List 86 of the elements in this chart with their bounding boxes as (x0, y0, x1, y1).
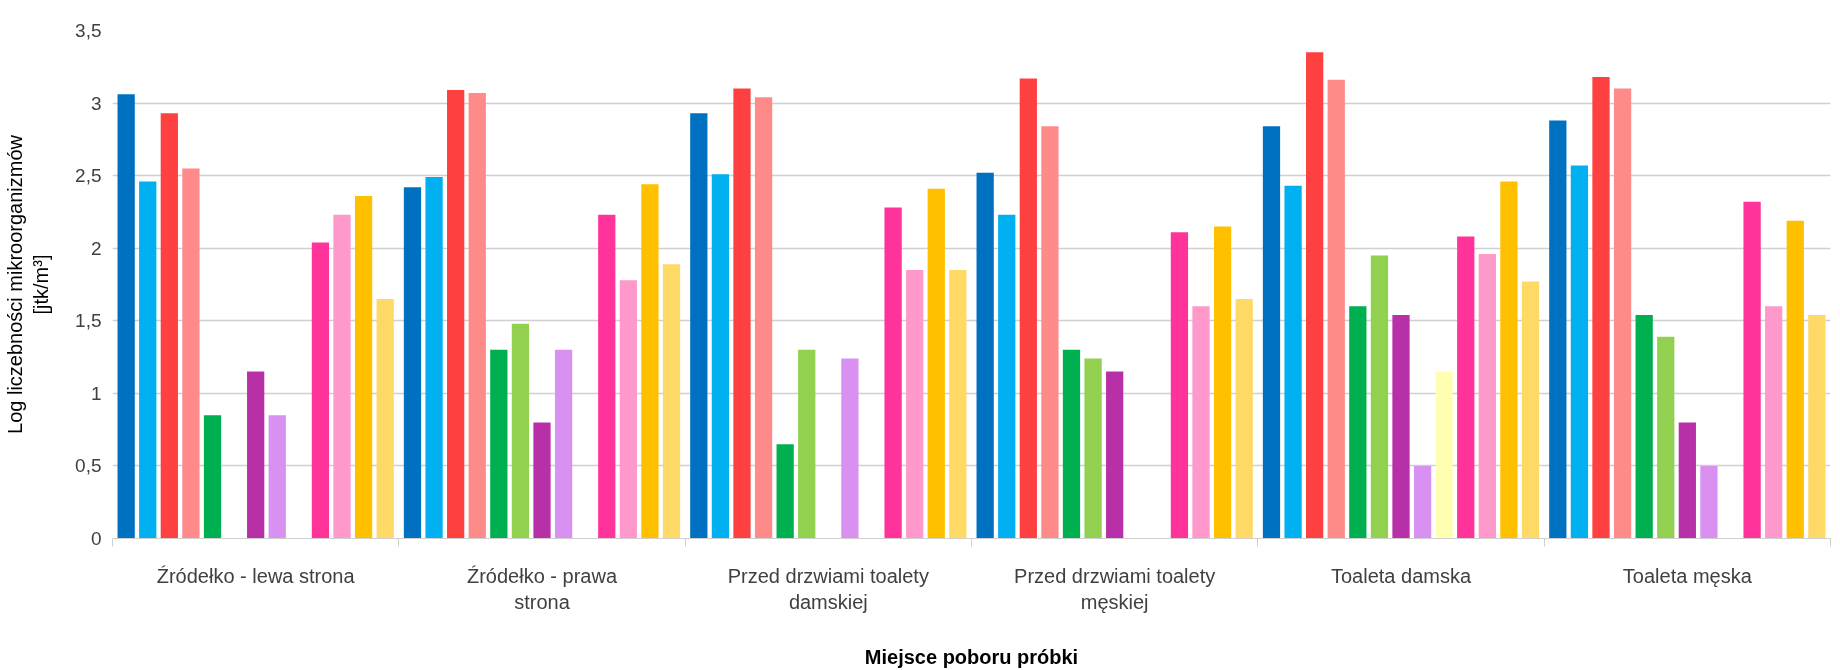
y-tick-label: 0 (90, 528, 102, 549)
bar (1062, 349, 1081, 539)
bar (619, 280, 637, 539)
x-tick-label: Toaleta męska (1622, 564, 1753, 587)
y-tick-label: 1 (90, 382, 102, 404)
bar (1392, 314, 1410, 539)
y-tick-label: 0,5 (75, 455, 102, 477)
bar (1521, 281, 1540, 539)
bar (403, 187, 422, 539)
bar (641, 184, 659, 539)
y-tick-label: 2 (90, 237, 102, 259)
bar (490, 349, 508, 539)
bar (927, 188, 945, 539)
bar (533, 422, 551, 539)
bar (906, 269, 924, 539)
bar (1349, 306, 1367, 539)
x-tick-label: Źródełko - prawa strona (466, 564, 618, 613)
bar (1192, 306, 1210, 539)
bar (841, 358, 859, 539)
bar (733, 88, 751, 539)
bar (311, 242, 330, 539)
bar (1500, 181, 1518, 539)
bar (598, 214, 616, 539)
bar (1613, 88, 1632, 539)
y-tick-label: 1,5 (75, 310, 102, 332)
bar (690, 113, 708, 539)
bar (1549, 120, 1567, 539)
bar (1743, 201, 1761, 539)
bar (1262, 126, 1281, 539)
bar (268, 415, 286, 539)
bar (203, 415, 222, 539)
bar (1808, 314, 1826, 539)
x-axis-title: Miejsce poboru próbki (864, 645, 1079, 668)
bar (1478, 254, 1496, 539)
bar (949, 269, 967, 539)
bar (1635, 314, 1653, 539)
bar (160, 113, 178, 539)
bar (1786, 220, 1804, 539)
y-tick-label: 3,5 (75, 20, 102, 41)
bar (247, 371, 265, 539)
bar (511, 323, 530, 539)
bar (1657, 336, 1675, 539)
bar (1170, 232, 1189, 539)
bar (1284, 185, 1302, 539)
x-tick-label: Toaleta damska (1330, 564, 1472, 587)
bar (1678, 422, 1696, 539)
x-tick-label: Przed drzwiami toalety męskiej (1014, 564, 1216, 613)
bar (1327, 79, 1345, 539)
bar (554, 349, 573, 539)
bar (468, 92, 486, 539)
bar (754, 97, 773, 539)
bar (1213, 226, 1232, 539)
bar (376, 299, 394, 539)
bar (1413, 465, 1432, 539)
bar (1084, 358, 1102, 539)
bar (776, 444, 794, 539)
y-tick-label: 2,5 (75, 165, 102, 187)
bar (1235, 299, 1253, 539)
bar (1370, 255, 1389, 539)
bar (1041, 126, 1059, 539)
bar (117, 94, 135, 539)
x-tick-label: Przed drzwiami toalety damskiej (727, 564, 929, 613)
bar (1592, 76, 1610, 539)
bar (447, 90, 465, 539)
bar (798, 349, 816, 539)
bar (662, 264, 681, 539)
bar (1019, 78, 1037, 539)
bar (1765, 306, 1783, 539)
bar (1435, 371, 1453, 539)
bar (1570, 165, 1589, 539)
bar (182, 168, 200, 539)
bar (1306, 52, 1324, 539)
bar (998, 214, 1016, 539)
bar (1457, 236, 1475, 539)
x-tick-label: Źródełko - lewa strona (156, 564, 356, 587)
bar (884, 207, 902, 539)
bar (711, 174, 730, 539)
y-axis-title: Log liczebności mikroorganizmów [jtk/m³] (3, 134, 53, 435)
bar (333, 214, 351, 539)
bar (354, 195, 373, 539)
bar (976, 172, 994, 539)
y-tick-label: 3 (90, 92, 102, 114)
bar (1106, 371, 1124, 539)
bar (1700, 465, 1718, 539)
bar (425, 177, 443, 539)
bar (139, 181, 157, 539)
